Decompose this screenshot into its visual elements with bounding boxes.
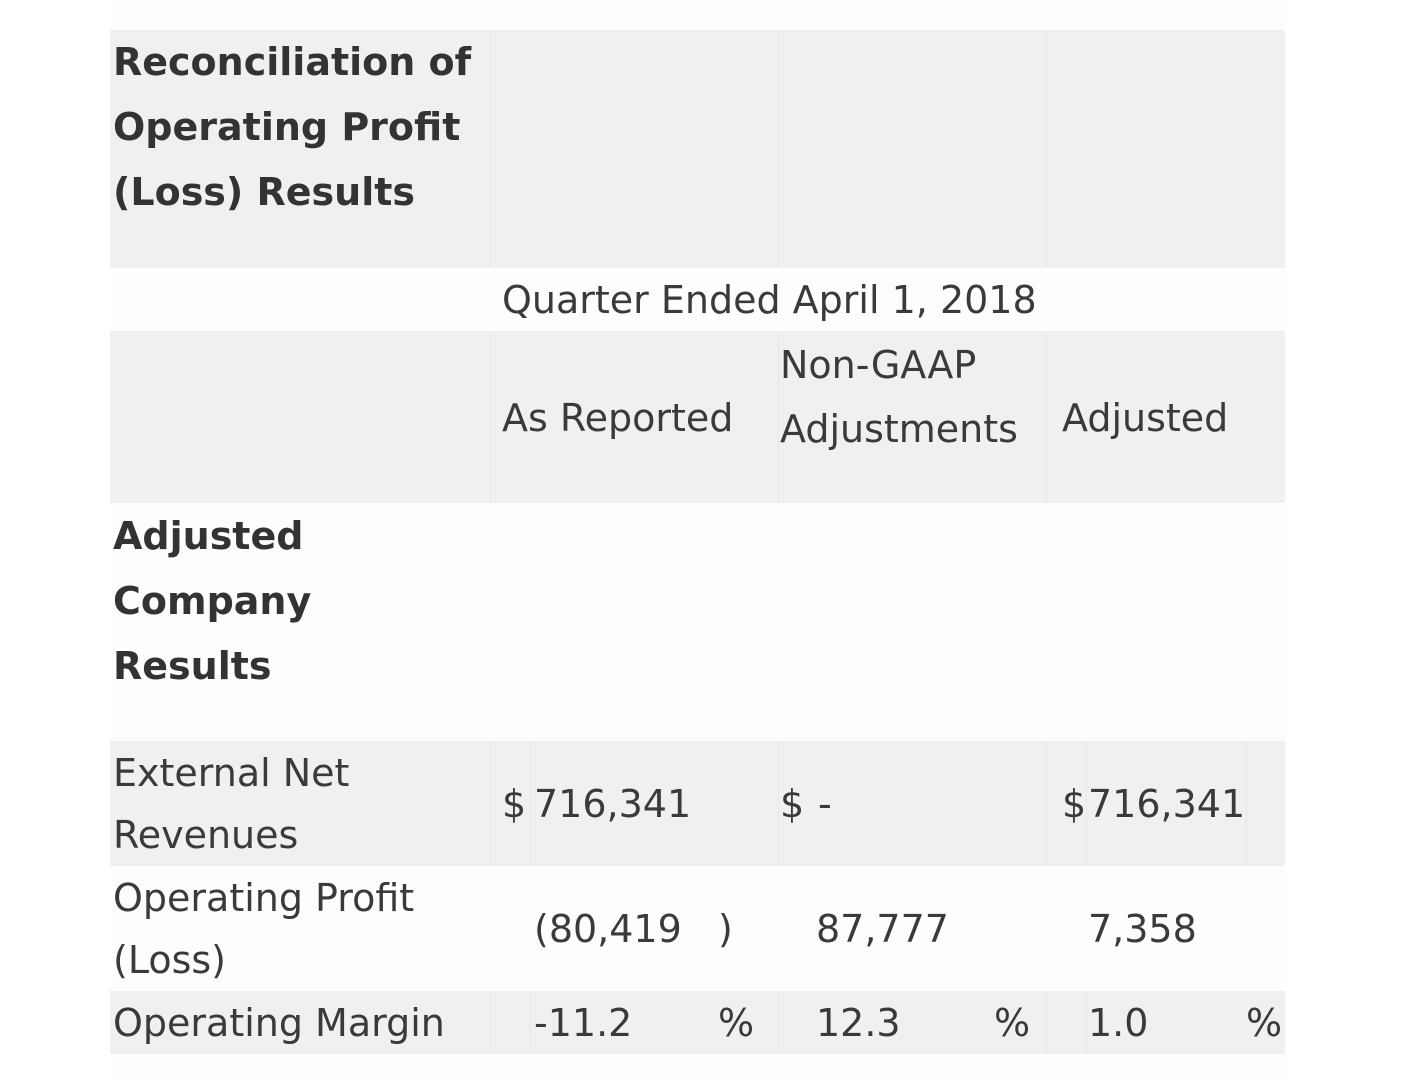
row-label-line-1: Operating Profit [113, 876, 415, 920]
column-header-adjusted: Adjusted [1062, 396, 1229, 440]
reconciliation-table: Reconciliation of Operating Profit (Loss… [110, 0, 1285, 1080]
as-reported-currency: $ [502, 782, 527, 826]
as-reported-value: -11.2 [534, 1001, 633, 1045]
non-gaap-value: 12.3 [816, 1001, 901, 1045]
row-label-line-2: Revenues [113, 813, 299, 857]
table-top-spacer [110, 0, 1285, 30]
adjusted-currency: $ [1062, 782, 1087, 826]
row-label: Operating Margin [113, 1001, 445, 1045]
adjusted-percent: % [1246, 1001, 1283, 1045]
non-gaap-value: 87,777 [816, 907, 949, 951]
adjusted-value: 716,341 [1088, 782, 1246, 826]
subsection-title-line-2: Company [113, 579, 312, 623]
period-header-row: Quarter Ended April 1, 2018 [110, 268, 1285, 331]
table-bottom-spacer [110, 1054, 1285, 1080]
period-header: Quarter Ended April 1, 2018 [502, 278, 1037, 322]
subsection-title-row: Adjusted Company Results [110, 503, 1285, 741]
section-title-line-2: Operating Profit [113, 105, 461, 149]
as-reported-value: 716,341 [534, 782, 692, 826]
table-row: Operating Profit (Loss) (80,419 ) 87,777… [110, 866, 1285, 991]
column-header-row: As Reported Non-GAAP Adjustments Adjuste… [110, 331, 1285, 503]
non-gaap-currency: $ [780, 782, 805, 826]
row-label-line-1: External Net [113, 751, 350, 795]
as-reported-suffix: ) [718, 907, 733, 951]
table-row: External Net Revenues $ 716,341 $ - $ 71… [110, 741, 1285, 866]
section-title-line-3: (Loss) Results [113, 170, 416, 214]
section-title-line-1: Reconciliation of [113, 40, 472, 84]
subsection-title-line-1: Adjusted [113, 514, 304, 558]
column-header-non-gaap-line-2: Adjustments [780, 407, 1018, 451]
section-title-row: Reconciliation of Operating Profit (Loss… [110, 30, 1285, 268]
table-row: Operating Margin -11.2 % 12.3 % 1.0 % [110, 991, 1285, 1054]
as-reported-percent: % [718, 1001, 755, 1045]
adjusted-value: 1.0 [1088, 1001, 1149, 1045]
as-reported-value: (80,419 [534, 907, 682, 951]
non-gaap-percent: % [994, 1001, 1031, 1045]
subsection-title-line-3: Results [113, 644, 272, 688]
adjusted-value: 7,358 [1088, 907, 1197, 951]
column-header-as-reported: As Reported [502, 396, 734, 440]
row-label-line-2: (Loss) [113, 938, 226, 982]
non-gaap-value: - [818, 782, 832, 826]
column-header-non-gaap-line-1: Non-GAAP [780, 343, 977, 387]
